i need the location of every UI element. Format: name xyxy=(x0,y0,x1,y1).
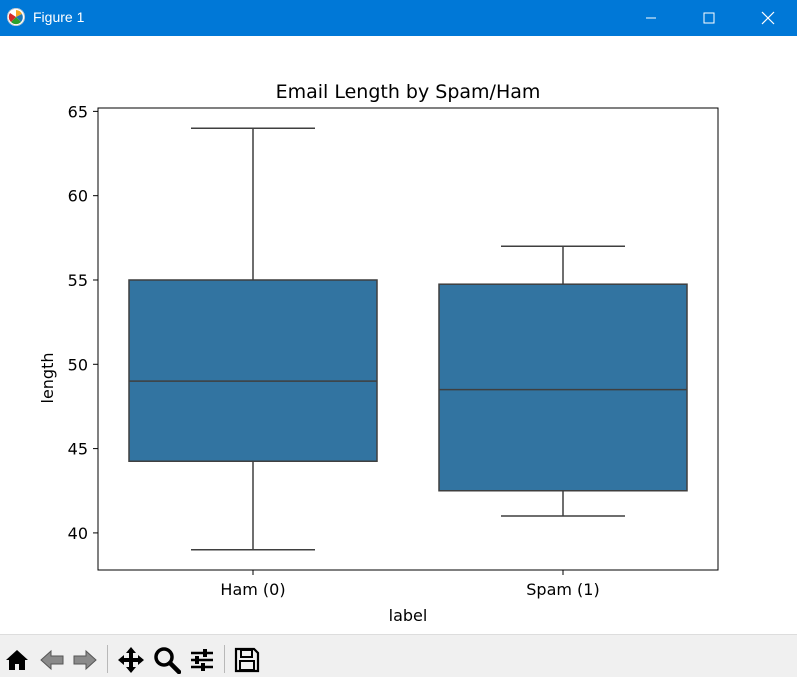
y-tick-label: 45 xyxy=(68,440,88,459)
x-axis: Ham (0) Spam (1) xyxy=(220,570,600,599)
maximize-button[interactable] xyxy=(680,0,738,36)
configure-subplots-icon xyxy=(191,649,213,671)
chart-title: Email Length by Spam/Ham xyxy=(276,81,541,103)
y-axis: 40 45 50 55 60 65 xyxy=(68,102,98,543)
minimize-button[interactable] xyxy=(622,0,680,36)
x-tick-label: Spam (1) xyxy=(526,580,599,599)
zoom-magnifier-icon xyxy=(154,647,181,674)
plot-area-frame xyxy=(97,107,719,571)
y-tick-label: 60 xyxy=(68,187,88,206)
figure-canvas: Email Length by Spam/Ham 40 45 50 55 60 65 Ha… xyxy=(0,36,797,634)
matplotlib-app-icon xyxy=(7,8,25,26)
y-tick-label: 65 xyxy=(68,102,88,121)
x-axis-label: label xyxy=(389,606,428,625)
y-tick-label: 50 xyxy=(68,355,88,374)
save-floppy-icon xyxy=(234,647,260,673)
box-2 xyxy=(438,245,688,517)
back-button[interactable] xyxy=(37,645,67,675)
box-body xyxy=(128,279,378,462)
y-tick-label: 55 xyxy=(68,271,88,290)
box-body xyxy=(438,283,688,492)
forward-button[interactable] xyxy=(70,645,100,675)
box-1 xyxy=(128,127,378,551)
x-tick-label: Ham (0) xyxy=(220,580,285,599)
back-arrow-icon xyxy=(40,649,64,671)
forward-arrow-icon xyxy=(73,649,97,671)
close-icon xyxy=(761,11,775,25)
window-title: Figure 1 xyxy=(33,9,85,25)
zoom-button[interactable] xyxy=(152,645,182,675)
y-axis-label: length xyxy=(38,353,57,404)
toolbar-separator xyxy=(107,645,108,673)
home-icon xyxy=(6,650,28,670)
box-group xyxy=(128,127,688,551)
configure-subplots-button[interactable] xyxy=(187,645,217,675)
boxplot-chart: Email Length by Spam/Ham 40 45 50 55 60 65 Ha… xyxy=(38,81,719,625)
maximize-icon xyxy=(703,12,715,24)
close-button[interactable] xyxy=(739,0,797,36)
home-button[interactable] xyxy=(2,645,32,675)
pan-button[interactable] xyxy=(116,645,146,675)
toolbar-separator xyxy=(224,645,225,673)
y-tick-label: 40 xyxy=(68,524,88,543)
pan-move-icon xyxy=(118,647,144,673)
minimize-icon xyxy=(646,17,656,19)
window-titlebar: Figure 1 xyxy=(0,0,797,36)
navigation-toolbar xyxy=(0,634,797,677)
save-button[interactable] xyxy=(232,645,262,675)
